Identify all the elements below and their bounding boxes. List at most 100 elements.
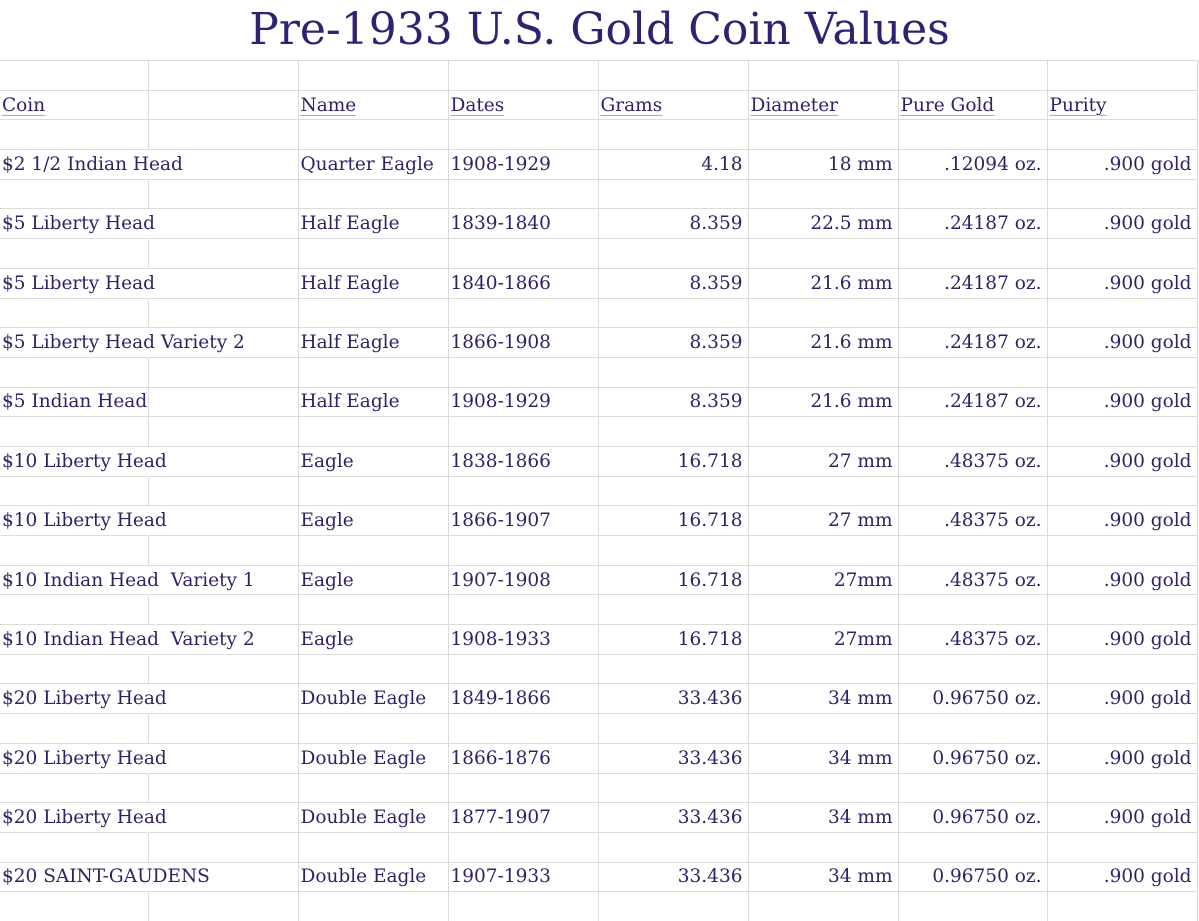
cell[interactable] [148,624,298,655]
cell-diameter[interactable]: 21.6 mm [747,267,898,298]
cell[interactable] [597,356,748,388]
cell[interactable] [747,238,898,269]
cell-grams[interactable]: 4.18 [597,149,748,180]
cell[interactable] [1046,356,1197,388]
cell[interactable] [747,831,898,863]
cell[interactable] [447,891,598,921]
cell[interactable] [447,356,598,388]
cell-purity[interactable]: .900 gold [1046,564,1197,595]
cell[interactable] [147,89,298,120]
cell[interactable] [147,60,298,91]
cell-diameter[interactable]: 22.5 mm [747,208,898,239]
cell[interactable] [447,60,598,91]
cell-grams[interactable]: 33.436 [597,802,748,833]
cell-diameter[interactable]: 27mm [747,564,898,595]
cell[interactable] [897,297,1047,328]
cell[interactable] [148,564,298,595]
cell-name[interactable]: Double Eagle [297,742,448,773]
cell[interactable] [447,772,598,803]
cell-name[interactable]: Half Eagle [297,267,448,298]
cell-grams[interactable]: 16.718 [597,624,748,655]
header-name[interactable]: Name [297,89,448,120]
cell-coin[interactable]: $10 Indian Head Variety 1 [0,564,255,595]
header-dates[interactable]: Dates [447,89,598,120]
cell-grams[interactable]: 16.718 [597,505,748,536]
cell-pure-gold[interactable]: .24187 oz. [897,208,1047,239]
cell[interactable] [148,802,298,833]
cell[interactable] [0,297,148,328]
cell[interactable] [897,475,1047,506]
cell[interactable] [897,831,1047,863]
cell-name[interactable]: Double Eagle [297,861,448,892]
cell[interactable] [447,178,598,209]
cell-coin[interactable]: $5 Liberty Head Variety 2 [0,327,245,358]
cell[interactable] [597,653,748,684]
cell[interactable] [597,238,748,269]
cell[interactable] [0,475,148,506]
cell[interactable] [1046,475,1197,506]
cell[interactable] [597,178,748,209]
cell-purity[interactable]: .900 gold [1046,624,1197,655]
header-pure-gold[interactable]: Pure Gold [897,89,1047,120]
cell-pure-gold[interactable]: 0.96750 oz. [897,742,1047,773]
cell[interactable] [0,772,148,803]
cell-dates[interactable]: 1838-1866 [447,445,598,477]
cell-coin[interactable]: $10 Indian Head Variety 2 [0,624,255,655]
cell[interactable] [597,60,748,91]
cell-grams[interactable]: 8.359 [597,208,748,239]
cell-dates[interactable]: 1839-1840 [447,208,598,239]
cell[interactable] [1046,535,1197,566]
cell-coin[interactable]: $20 Liberty Head [0,802,167,833]
cell[interactable] [597,119,748,150]
cell[interactable] [597,831,748,863]
cell[interactable] [147,831,298,863]
cell-name[interactable]: Double Eagle [297,683,448,714]
cell[interactable] [0,594,148,625]
cell[interactable] [147,356,298,388]
cell[interactable] [897,60,1047,91]
cell[interactable] [747,178,898,209]
cell-coin[interactable]: $5 Indian Head [0,386,148,417]
cell[interactable] [297,119,448,150]
cell-pure-gold[interactable]: 0.96750 oz. [897,802,1047,833]
cell[interactable] [897,178,1047,209]
cell[interactable] [897,535,1047,566]
cell[interactable] [1046,653,1197,684]
cell[interactable] [897,416,1047,447]
cell[interactable] [897,653,1047,684]
cell[interactable] [297,891,448,921]
cell[interactable] [297,653,448,684]
cell[interactable] [1046,713,1197,744]
cell-dates[interactable]: 1840-1866 [447,267,598,298]
cell-purity[interactable]: .900 gold [1046,742,1197,773]
cell[interactable] [147,475,298,506]
cell[interactable] [747,772,898,803]
cell[interactable] [447,713,598,744]
cell-pure-gold[interactable]: .24187 oz. [897,267,1047,298]
cell[interactable] [147,178,298,209]
cell-name[interactable]: Eagle [297,445,448,477]
cell[interactable] [147,238,298,269]
header-coin[interactable]: Coin [0,89,148,120]
cell[interactable] [297,772,448,803]
cell[interactable] [597,713,748,744]
cell-name[interactable]: Half Eagle [297,208,448,239]
cell-dates[interactable]: 1908-1929 [447,386,598,417]
cell[interactable] [0,178,148,209]
cell[interactable] [897,891,1047,921]
cell-purity[interactable]: .900 gold [1046,445,1197,477]
cell-dates[interactable]: 1877-1907 [447,802,598,833]
cell[interactable] [147,297,298,328]
cell-grams[interactable]: 33.436 [597,683,748,714]
cell[interactable] [447,594,598,625]
cell-name[interactable]: Double Eagle [297,802,448,833]
cell-name[interactable]: Eagle [297,564,448,595]
cell-grams[interactable]: 33.436 [597,861,748,892]
cell-dates[interactable]: 1908-1933 [447,624,598,655]
header-diameter[interactable]: Diameter [747,89,898,120]
cell[interactable] [1046,772,1197,803]
cell[interactable] [0,653,148,684]
cell[interactable] [147,386,298,417]
cell[interactable] [297,535,448,566]
cell-diameter[interactable]: 27 mm [747,445,898,477]
